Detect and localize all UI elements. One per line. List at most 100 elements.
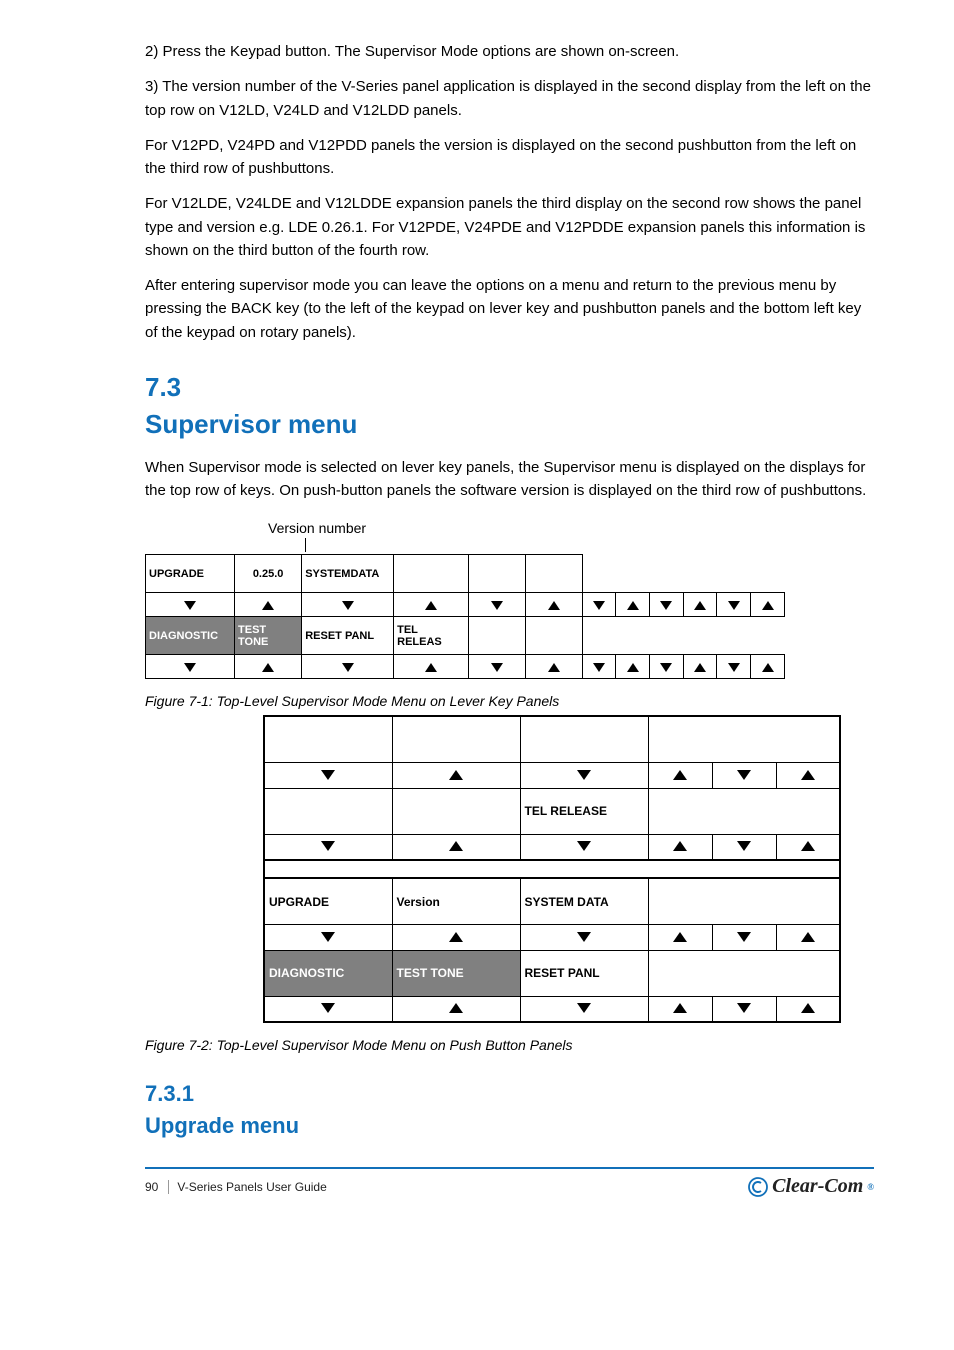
up-arrow-icon [776,924,840,950]
up-arrow-icon [616,593,650,617]
cell-systemdata: SYSTEMDATA [302,555,394,593]
cell-diagnostic: DIAGNOSTIC [264,950,392,996]
cell-upgrade: UPGRADE [264,878,392,924]
down-arrow-icon [146,593,235,617]
down-arrow-icon [650,655,684,679]
cell-blank [525,617,582,655]
cell-upgrade: UPGRADE [146,555,235,593]
spacer-cell [520,860,648,878]
up-arrow-icon [683,655,717,679]
down-arrow-icon [520,834,648,860]
panel6-b2-row3-arrows [264,996,840,1022]
subsection-title: Upgrade menu [145,1113,874,1139]
page-footer: 90 V-Series Panels User Guide Clear-Com® [145,1167,874,1198]
panel12-row1-arrows [146,593,785,617]
up-arrow-icon [751,593,785,617]
down-arrow-icon [717,593,751,617]
paragraph-expansion: For V12LDE, V24LDE and V12LDDE expansion… [145,192,874,262]
down-arrow-icon [302,655,394,679]
down-arrow-icon [264,834,392,860]
cell-tel-release: TEL RELEASE [520,788,648,834]
up-arrow-icon [525,655,582,679]
cell-blank [469,555,526,593]
spacer-cell [264,860,392,878]
down-arrow-icon [264,996,392,1022]
down-arrow-icon [712,924,776,950]
paragraph-vpd: For V12PD, V24PD and V12PDD panels the v… [145,134,874,181]
panel6-b1-row1-arrows [264,762,840,788]
up-arrow-icon [616,655,650,679]
up-arrow-icon [394,655,469,679]
cell-tel-releas: TEL RELEAS [394,617,469,655]
subsection-number: 7.3.1 [145,1081,874,1107]
cell-blank [520,716,648,762]
up-arrow-icon [751,655,785,679]
down-arrow-icon [712,834,776,860]
cell-reset-panl: RESET PANL [302,617,394,655]
spacer-cell [648,860,712,878]
panel6-b1-row3: TEL RELEASE [264,788,840,834]
cell-diagnostic: DIAGNOSTIC [146,617,235,655]
up-arrow-icon [776,762,840,788]
down-arrow-icon [146,655,235,679]
up-arrow-icon [392,762,520,788]
logo-icon [748,1177,768,1197]
footer-title: V-Series Panels User Guide [177,1180,326,1194]
down-arrow-icon [520,762,648,788]
cell-reset-panl: RESET PANL [520,950,648,996]
panel6-b1-row1 [264,716,840,762]
panel6-spacer [264,860,840,878]
down-arrow-icon [712,762,776,788]
up-arrow-icon [776,996,840,1022]
cell-test-tone: TEST TONE [392,950,520,996]
down-arrow-icon [717,655,751,679]
cell-blank [394,555,469,593]
cell-blank [392,716,520,762]
cell-blank [264,788,392,834]
panel6-b2-row1: UPGRADE Version SYSTEM DATA [264,878,840,924]
paragraph-back-key: After entering supervisor mode you can l… [145,274,874,344]
panel-pushbutton-wrap: TEL RELEASE UPGRADE [263,715,874,1023]
panel-leverkey: UPGRADE 0.25.0 SYSTEMDATA DIAGNOSTIC TES… [145,554,785,679]
cell-blank [469,617,526,655]
down-arrow-icon [582,655,616,679]
down-arrow-icon [712,996,776,1022]
up-arrow-icon [235,593,302,617]
down-arrow-icon [650,593,684,617]
down-arrow-icon [469,593,526,617]
panel12-row3: DIAGNOSTIC TEST TONE RESET PANL TEL RELE… [146,617,785,655]
down-arrow-icon [264,762,392,788]
cell-blank [525,555,582,593]
cell-test-tone: TEST TONE [235,617,302,655]
up-arrow-icon [648,834,712,860]
figure-7-1-caption: Figure 7-1: Top-Level Supervisor Mode Me… [145,693,874,709]
section-body: When Supervisor mode is selected on leve… [145,456,874,503]
paragraph-step2: 2) Press the Keypad button. The Supervis… [145,40,874,63]
version-tick [305,536,874,554]
down-arrow-icon [520,996,648,1022]
spacer-cell [392,860,520,878]
figure-7-2-caption: Figure 7-2: Top-Level Supervisor Mode Me… [145,1037,874,1053]
up-arrow-icon [648,762,712,788]
up-arrow-icon [235,655,302,679]
panel12-row3-arrows [146,655,785,679]
up-arrow-icon [648,996,712,1022]
page-number: 90 [145,1180,169,1194]
cell-version: Version [392,878,520,924]
up-arrow-icon [525,593,582,617]
down-arrow-icon [302,593,394,617]
cell-blank [264,716,392,762]
down-arrow-icon [264,924,392,950]
up-arrow-icon [392,834,520,860]
registered-mark: ® [867,1182,874,1192]
up-arrow-icon [394,593,469,617]
cell-version: 0.25.0 [235,555,302,593]
down-arrow-icon [582,593,616,617]
down-arrow-icon [520,924,648,950]
clearcom-logo: Clear-Com® [748,1175,874,1198]
up-arrow-icon [392,924,520,950]
spacer-cell [776,860,840,878]
up-arrow-icon [392,996,520,1022]
section-title: Supervisor menu [145,409,874,440]
spacer-cell [712,860,776,878]
